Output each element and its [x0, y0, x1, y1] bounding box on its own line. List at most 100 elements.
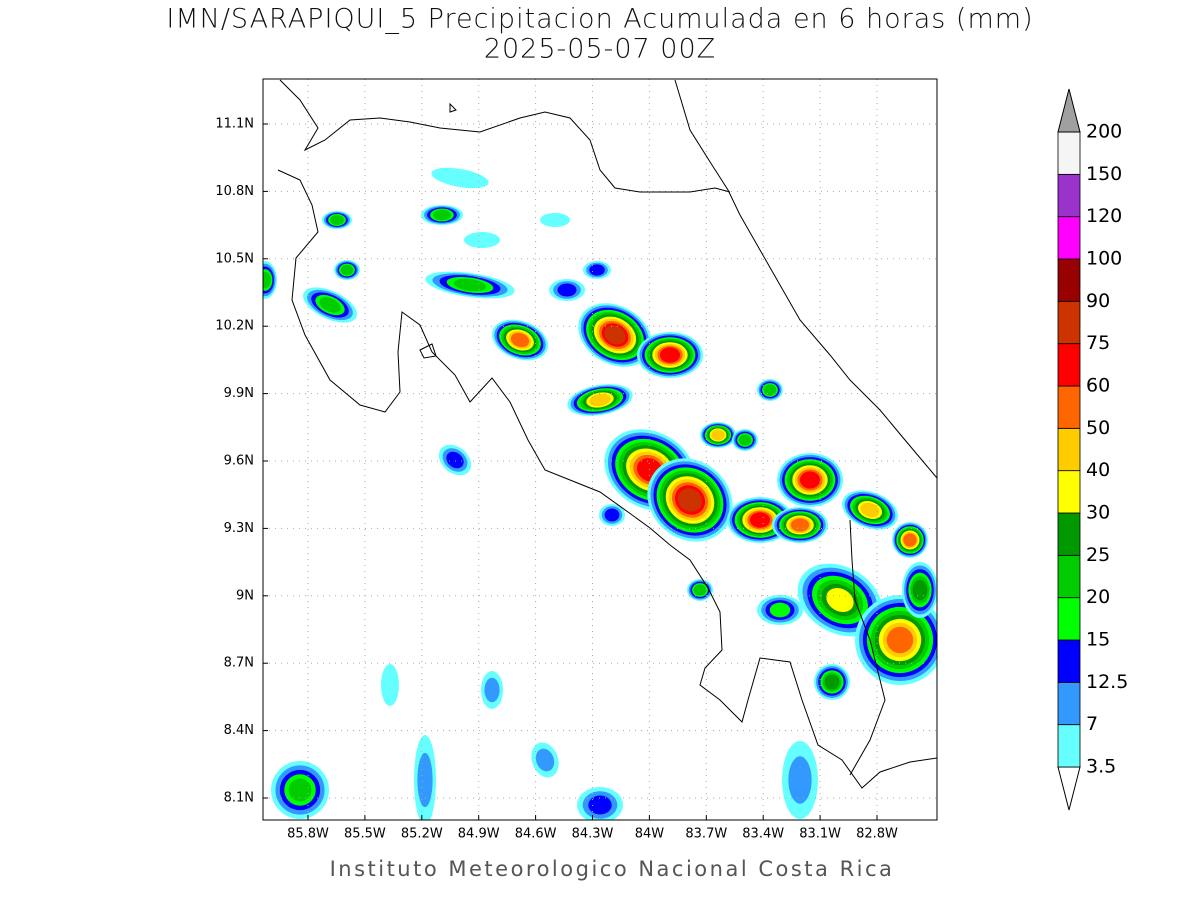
- colorbar-label: 20: [1086, 586, 1110, 608]
- colorbar-label: 40: [1086, 459, 1110, 481]
- colorbar-segment: [1057, 343, 1081, 387]
- colorbar-label: 200: [1086, 121, 1122, 143]
- precip-area: [799, 471, 821, 489]
- colorbar-label: 7: [1086, 713, 1098, 735]
- island: [419, 343, 437, 359]
- lon-label: 85.2W: [401, 827, 443, 842]
- map-title: IMN/SARAPIQUI_5 Precipitacion Acumulada …: [166, 4, 1033, 35]
- colorbar-segment: [1057, 470, 1081, 514]
- precip-area: [431, 167, 489, 189]
- colorbar-segment: [1057, 216, 1081, 260]
- colorbar-label: 50: [1086, 417, 1110, 439]
- lon-label: 84W: [635, 827, 665, 842]
- precip-area: [535, 748, 555, 772]
- colorbar-segment: [1057, 512, 1081, 556]
- colorbar-segment: [1057, 300, 1081, 345]
- precip-area: [484, 677, 500, 703]
- lat-label: 8.4N: [224, 723, 254, 738]
- lon-label: 83.4W: [742, 827, 784, 842]
- precip-area: [738, 434, 752, 446]
- colorbar-label: 12.5: [1086, 671, 1128, 693]
- precip-area: [381, 664, 399, 706]
- precip-area: [340, 264, 354, 276]
- precip-area: [417, 752, 433, 808]
- precip-area: [433, 209, 451, 221]
- colorbar-segment: [1057, 724, 1081, 768]
- precip-area: [824, 674, 840, 690]
- lon-label: 83.7W: [685, 827, 727, 842]
- precip-area: [588, 795, 612, 815]
- precip-area: [860, 502, 880, 518]
- colorbar-label: 120: [1086, 205, 1122, 227]
- lat-label: 9.9N: [224, 386, 254, 401]
- precip-area: [604, 325, 626, 345]
- northern-coast: [279, 79, 731, 193]
- colorbar-segment: [1057, 597, 1081, 641]
- colorbar-segment: [1057, 385, 1081, 429]
- precip-area: [788, 756, 812, 804]
- lon-label: 85.8W: [287, 827, 329, 842]
- colorbar-label: 90: [1086, 290, 1110, 312]
- precip-area: [769, 602, 791, 618]
- precip-area: [589, 264, 605, 276]
- precip-area: [749, 512, 771, 528]
- precip-area: [446, 451, 464, 469]
- precip-area: [826, 587, 854, 613]
- colorbar-segment: [1057, 639, 1081, 683]
- lon-label: 83.1W: [799, 827, 841, 842]
- colorbar-label: 15: [1086, 629, 1110, 651]
- precip-area: [886, 626, 914, 654]
- graticule: [263, 79, 937, 820]
- precip-area: [711, 429, 725, 441]
- colorbar-segment: [1057, 173, 1081, 218]
- precip-area: [464, 232, 500, 248]
- pacific-coast: [277, 169, 937, 789]
- lon-label: 84.6W: [515, 827, 557, 842]
- colorbar-label: 3.5: [1086, 756, 1116, 778]
- colorbar-label: 75: [1086, 332, 1110, 354]
- map-frame: [262, 78, 938, 821]
- lat-label: 10.5N: [215, 251, 254, 266]
- lat-label: 8.1N: [224, 791, 254, 806]
- lat-label: 8.7N: [224, 656, 254, 671]
- lat-label: 11.1N: [215, 117, 254, 132]
- colorbar-segment: [1057, 427, 1081, 472]
- precip-area: [557, 283, 577, 297]
- precip-area: [453, 278, 487, 292]
- lon-label: 82.8W: [856, 827, 898, 842]
- colorbar-over: [1057, 88, 1081, 133]
- colorbar-label: 60: [1086, 375, 1110, 397]
- precip-area: [263, 271, 271, 289]
- precip-area: [659, 347, 681, 363]
- coastlines: [277, 79, 937, 789]
- colorbar-label: 150: [1086, 163, 1122, 185]
- colorbar-segment: [1057, 681, 1081, 726]
- colorbar-label: 30: [1086, 502, 1110, 524]
- caribbean-coast: [674, 79, 937, 479]
- lat-label: 10.8N: [215, 184, 254, 199]
- lat-label: 9N: [236, 588, 254, 603]
- precip-area: [693, 584, 707, 596]
- lon-label: 84.9W: [458, 827, 500, 842]
- precip-area: [912, 579, 928, 601]
- border-line: [849, 519, 886, 776]
- colorbar-segment: [1057, 554, 1081, 599]
- precip-area: [604, 508, 620, 522]
- precip-area: [288, 778, 312, 802]
- footer: Instituto Meteorologico Nacional Costa R…: [330, 857, 895, 881]
- precip-area: [903, 533, 917, 547]
- map-subtitle: 2025-05-07 00Z: [484, 34, 716, 65]
- lat-label: 9.3N: [224, 521, 254, 536]
- precip-area: [589, 393, 611, 407]
- colorbar-segment: [1057, 258, 1081, 302]
- precip-area: [510, 332, 530, 348]
- colorbar-label: 100: [1086, 248, 1122, 270]
- precipitation-field: [263, 167, 937, 820]
- precip-area: [540, 213, 570, 227]
- colorbar: 3.5 7 12.5 15 20 25 30 40 50 60 75 90 100 120 150 200: [1057, 88, 1128, 811]
- colorbar-under: [1057, 766, 1081, 811]
- lat-label: 9.6N: [224, 454, 254, 469]
- precip-area: [790, 518, 810, 532]
